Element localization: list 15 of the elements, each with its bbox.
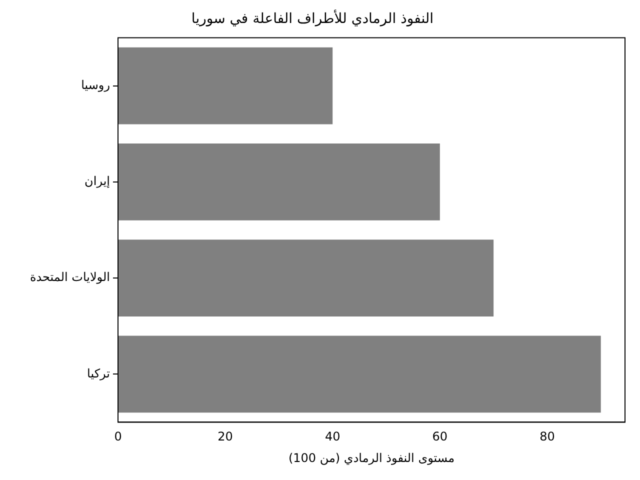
y-tick-label: الولايات المتحدة (30, 270, 110, 284)
y-tick-label: إيران (84, 174, 110, 188)
x-tick-label: 40 (324, 430, 340, 444)
y-tick-label: روسيا (81, 78, 110, 92)
x-axis-title: مستوى النفوذ الرمادي (من 100) (288, 450, 455, 465)
x-tick-label: 20 (218, 430, 233, 444)
x-tick-label: 60 (432, 430, 448, 444)
chart-title: النفوذ الرمادي للأطراف الفاعلة في سوريا (191, 9, 434, 28)
x-tick-label: 0 (114, 430, 122, 444)
bar (118, 240, 494, 316)
bar (118, 47, 333, 124)
y-tick-label: تركيا (87, 366, 110, 380)
x-tick-label: 80 (540, 430, 555, 444)
bar (118, 336, 601, 413)
bar (118, 144, 440, 220)
